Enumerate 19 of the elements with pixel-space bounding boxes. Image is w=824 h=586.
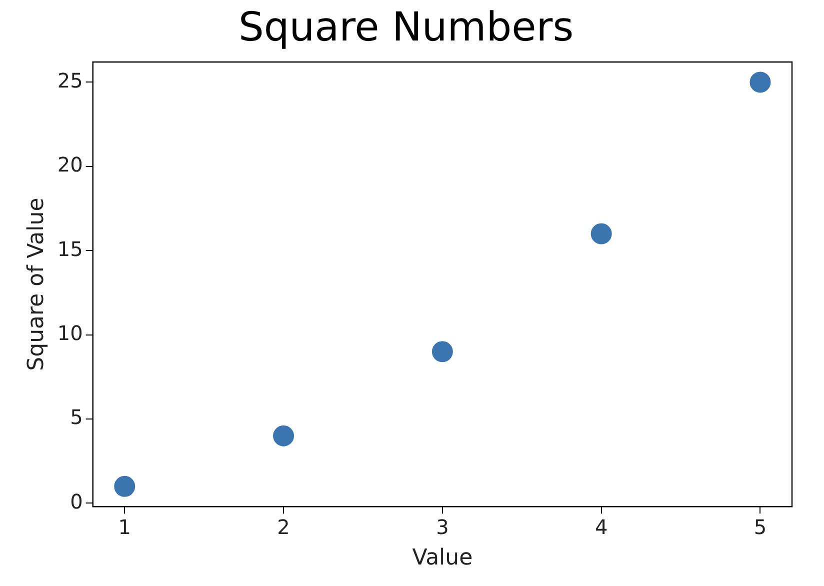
x-tick-label: 2	[277, 514, 290, 539]
point	[590, 223, 612, 244]
y-tick-label: 10	[57, 321, 83, 346]
y-tick-label: 0	[70, 489, 83, 514]
point	[432, 341, 453, 362]
x-axis-title: Value	[412, 546, 473, 571]
y-tick-label: 20	[57, 152, 83, 177]
y-tick-label: 25	[57, 68, 83, 92]
y-axis-title: Square of Value	[24, 198, 49, 371]
x-tick-label: 5	[754, 514, 767, 539]
point	[273, 425, 294, 446]
point	[114, 476, 136, 497]
y-tick-label: 15	[57, 236, 83, 261]
x-tick-label: 4	[594, 514, 608, 539]
x-tick-label: 1	[118, 514, 131, 539]
x-tick-label: 3	[436, 514, 449, 539]
chart-title: Square Numbers	[238, 4, 574, 50]
point	[750, 72, 771, 93]
y-tick-label: 5	[70, 405, 83, 430]
